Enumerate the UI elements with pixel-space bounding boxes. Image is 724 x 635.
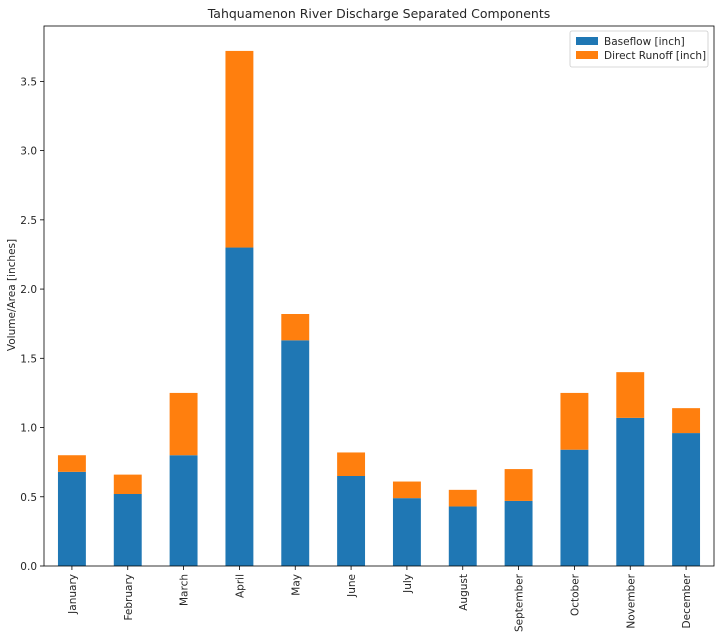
legend: Baseflow [inch] Direct Runoff [inch] (569, 30, 709, 68)
bar-direct-runoff-october (560, 392, 589, 450)
bar-baseflow-march (169, 455, 198, 566)
x-axis-ticks: January February March April May June July Augu… (67, 566, 693, 632)
bar-direct-runoff-january (57, 455, 86, 472)
y-tick-label: 2.5 (20, 215, 37, 227)
bar-baseflow-january (57, 471, 86, 566)
y-tick-label: 0.0 (20, 561, 37, 573)
bar-baseflow-june (337, 476, 366, 566)
legend-box (569, 30, 709, 68)
y-tick-label: 3.5 (20, 76, 37, 88)
x-tick-label: April (234, 574, 246, 598)
bar-direct-runoff-september (504, 469, 533, 501)
bar-baseflow-october (560, 449, 589, 566)
bar-baseflow-august (448, 506, 477, 566)
chart-title: Tahquamenon River Discharge Separated Co… (207, 6, 551, 21)
bar-direct-runoff-may (281, 314, 310, 341)
y-axis-ticks: 0.0 0.5 1.0 1.5 2.0 2.5 3.0 3.5 (20, 76, 44, 573)
x-tick-label: November (625, 573, 637, 628)
x-tick-label: October (569, 573, 581, 616)
y-tick-label: 0.5 (20, 492, 37, 504)
bar-baseflow-may (281, 340, 310, 566)
x-tick-label: February (123, 574, 135, 621)
y-tick-label: 3.0 (20, 146, 37, 158)
legend-swatch (576, 37, 598, 45)
bar-direct-runoff-december (672, 408, 701, 434)
legend-label: Direct Runoff [inch] (604, 50, 706, 62)
bar-baseflow-december (672, 433, 701, 566)
y-tick-label: 1.5 (20, 353, 37, 365)
bars-group (57, 50, 701, 567)
legend-swatch (576, 51, 598, 59)
x-tick-label: September (514, 573, 526, 632)
x-tick-label: May (290, 574, 302, 596)
x-tick-label: December (681, 573, 693, 628)
bar-direct-runoff-november (616, 372, 645, 418)
bar-direct-runoff-april (225, 50, 254, 248)
bar-baseflow-september (504, 500, 533, 566)
bar-direct-runoff-june (337, 452, 366, 476)
x-tick-label: June (346, 574, 358, 598)
legend-label: Baseflow [inch] (604, 36, 685, 48)
bar-baseflow-july (392, 498, 421, 566)
bar-direct-runoff-february (113, 474, 142, 494)
y-tick-label: 2.0 (20, 284, 37, 296)
x-tick-label: August (458, 574, 470, 611)
x-tick-label: March (179, 574, 191, 606)
bar-direct-runoff-march (169, 392, 198, 456)
y-tick-label: 1.0 (20, 423, 37, 435)
bar-direct-runoff-august (448, 489, 477, 507)
y-axis-title: Volume/Area [inches] (6, 239, 18, 351)
bar-baseflow-april (225, 247, 254, 567)
bar-baseflow-november (616, 417, 645, 566)
bar-direct-runoff-july (392, 481, 421, 499)
plot-frame (43, 25, 715, 567)
x-tick-label: January (67, 574, 79, 615)
bar-baseflow-february (113, 494, 142, 566)
x-tick-label: July (402, 574, 414, 594)
